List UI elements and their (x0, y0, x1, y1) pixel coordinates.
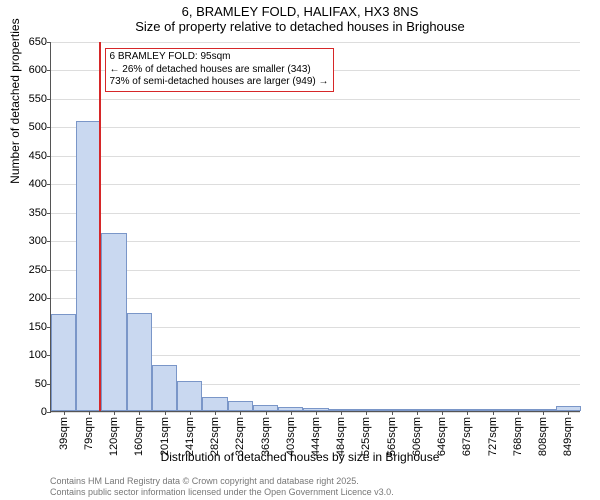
histogram-bar (228, 401, 253, 411)
y-tick-label: 250 (29, 264, 47, 276)
x-tick-mark (518, 411, 519, 415)
gridline (51, 298, 580, 299)
x-tick-mark (467, 411, 468, 415)
x-tick-mark (442, 411, 443, 415)
y-tick-label: 550 (29, 93, 47, 105)
annotation-line3: 73% of semi-detached houses are larger (… (110, 76, 329, 89)
y-tick-mark (47, 42, 51, 43)
y-tick-mark (47, 241, 51, 242)
y-tick-mark (47, 213, 51, 214)
x-tick-mark (266, 411, 267, 415)
y-tick-label: 100 (29, 349, 47, 361)
y-tick-mark (47, 412, 51, 413)
y-tick-label: 200 (29, 292, 47, 304)
y-tick-mark (47, 99, 51, 100)
y-tick-label: 450 (29, 150, 47, 162)
y-tick-label: 600 (29, 64, 47, 76)
x-tick-mark (190, 411, 191, 415)
y-tick-label: 300 (29, 235, 47, 247)
y-tick-label: 350 (29, 207, 47, 219)
histogram-bar (202, 397, 227, 411)
x-axis-label: Distribution of detached houses by size … (0, 450, 600, 464)
x-tick-mark (291, 411, 292, 415)
x-tick-mark (215, 411, 216, 415)
gridline (51, 270, 580, 271)
chart-container: 6, BRAMLEY FOLD, HALIFAX, HX3 8NS Size o… (0, 0, 600, 500)
x-tick-mark (392, 411, 393, 415)
y-tick-mark (47, 298, 51, 299)
gridline (51, 213, 580, 214)
x-tick-mark (366, 411, 367, 415)
x-tick-label: 79sqm (83, 417, 95, 450)
gridline (51, 156, 580, 157)
y-tick-mark (47, 127, 51, 128)
gridline (51, 241, 580, 242)
plot-region: 0501001502002503003504004505005506006503… (50, 42, 580, 412)
histogram-bar (101, 233, 126, 411)
title-sub: Size of property relative to detached ho… (0, 19, 600, 34)
y-tick-label: 50 (35, 378, 47, 390)
y-tick-label: 150 (29, 321, 47, 333)
x-tick-mark (493, 411, 494, 415)
x-tick-mark (114, 411, 115, 415)
x-tick-label: 39sqm (58, 417, 70, 450)
chart-area: 0501001502002503003504004505005506006503… (50, 42, 580, 412)
annotation-line1: 6 BRAMLEY FOLD: 95sqm (110, 51, 329, 64)
gridline (51, 99, 580, 100)
title-block: 6, BRAMLEY FOLD, HALIFAX, HX3 8NS Size o… (0, 0, 600, 34)
histogram-bar (51, 314, 76, 411)
attribution: Contains HM Land Registry data © Crown c… (50, 476, 394, 498)
title-main: 6, BRAMLEY FOLD, HALIFAX, HX3 8NS (0, 4, 600, 19)
y-tick-mark (47, 184, 51, 185)
histogram-bar (127, 313, 152, 411)
y-tick-label: 400 (29, 178, 47, 190)
x-tick-mark (341, 411, 342, 415)
annotation-line2: ← 26% of detached houses are smaller (34… (110, 64, 329, 77)
y-tick-label: 500 (29, 121, 47, 133)
annotation-box: 6 BRAMLEY FOLD: 95sqm← 26% of detached h… (105, 48, 334, 92)
attribution-line2: Contains public sector information licen… (50, 487, 394, 498)
x-tick-mark (543, 411, 544, 415)
y-tick-mark (47, 70, 51, 71)
x-tick-mark (165, 411, 166, 415)
x-tick-mark (316, 411, 317, 415)
gridline (51, 127, 580, 128)
y-tick-mark (47, 156, 51, 157)
gridline (51, 42, 580, 43)
marker-line (99, 42, 101, 411)
y-tick-label: 650 (29, 36, 47, 48)
y-axis-label: Number of detached properties (8, 18, 22, 183)
x-tick-mark (89, 411, 90, 415)
gridline (51, 184, 580, 185)
histogram-bar (152, 365, 177, 411)
histogram-bar (177, 381, 202, 411)
attribution-line1: Contains HM Land Registry data © Crown c… (50, 476, 394, 487)
x-tick-mark (417, 411, 418, 415)
x-tick-mark (139, 411, 140, 415)
x-tick-mark (568, 411, 569, 415)
x-tick-mark (240, 411, 241, 415)
x-tick-mark (64, 411, 65, 415)
y-tick-mark (47, 270, 51, 271)
